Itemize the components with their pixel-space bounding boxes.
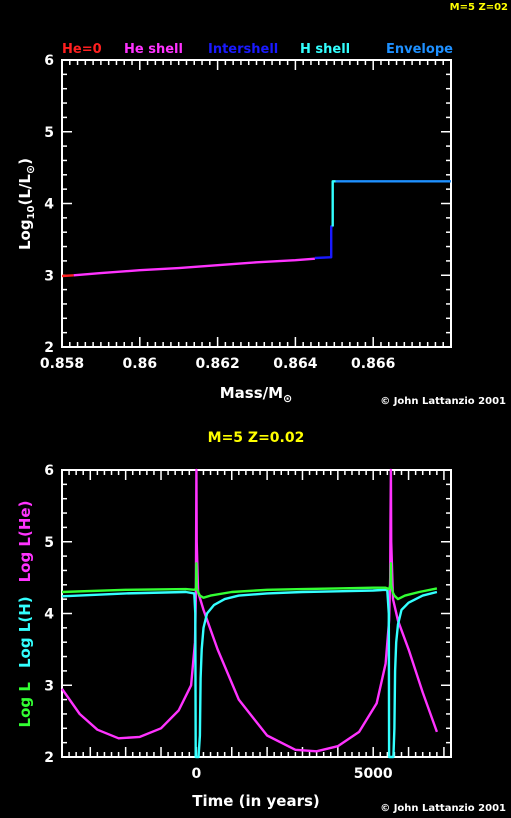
top-chart: He=0 He shell Intershell H shell Envelope 2 3…: [16, 42, 506, 407]
bottom-axis-ticks: 2 3 4 5 6 0 5000: [44, 463, 452, 782]
bottom-series: [61, 468, 439, 759]
x-tick-label: 0: [192, 766, 202, 782]
bottom-chart: M=5 Z=0.02 2 3 4 5 6 0 5000 Time (in years) Lo…: [16, 430, 506, 814]
y-tick-label: 6: [44, 53, 54, 69]
y-tick-label: 5: [44, 535, 54, 551]
x-tick-label: 0.862: [195, 356, 239, 372]
y-tick-label: 2: [44, 750, 54, 766]
series-line-log-l: [61, 562, 438, 601]
legend-entry: Envelope: [386, 42, 453, 57]
series-line-h-shell: [331, 180, 336, 227]
bottom-chart-title: M=5 Z=0.02: [208, 430, 305, 446]
y-tick-label: 4: [44, 607, 54, 623]
legend-entry: H shell: [300, 42, 350, 57]
top-series: [61, 180, 451, 278]
legend-entry: Intershell: [208, 42, 278, 57]
x-tick-label: 0.864: [273, 356, 318, 372]
y-tick-label: 4: [44, 197, 54, 213]
x-tick-label: 0.866: [351, 356, 395, 372]
x-tick-label: 5000: [354, 766, 393, 782]
top-y-axis-label: Log10(L/L⊙): [16, 158, 37, 250]
x-tick-label: 0.858: [40, 356, 84, 372]
bottom-x-axis-label: Time (in years): [192, 792, 320, 810]
series-line-he-shell: [73, 257, 315, 277]
x-tick-label: 0.86: [123, 356, 158, 372]
series-line-log-l-he-: [61, 468, 439, 753]
legend-entry: He=0: [62, 42, 102, 57]
top-axis-ticks: 2 3 4 5 6 0.858 0.86 0.862 0.864 0.866: [40, 53, 452, 372]
y-tick-label: 5: [44, 125, 54, 141]
bottom-credit: © John Lattanzio 2001: [380, 803, 506, 814]
series-line-he-0: [61, 274, 74, 278]
y-label-log-lh: Log L(H): [16, 596, 34, 668]
y-tick-label: 2: [44, 340, 54, 356]
bottom-y-axis-label: Log L Log L(H) Log L(He): [16, 501, 34, 728]
y-label-log-l: Log L: [16, 682, 34, 728]
corner-label: M=5 Z=02: [450, 2, 508, 13]
series-line-log-l-h-: [61, 588, 438, 759]
y-tick-label: 6: [44, 463, 54, 479]
y-label-log-lhe: Log L(He): [16, 501, 34, 583]
y-tick-label: 3: [44, 678, 54, 694]
top-x-axis-label: Mass/M⊙: [220, 384, 293, 405]
legend-entry: He shell: [124, 42, 183, 57]
top-credit: © John Lattanzio 2001: [380, 396, 506, 407]
top-legend: He=0 He shell Intershell H shell Envelope: [62, 42, 453, 57]
y-tick-label: 3: [44, 268, 54, 284]
